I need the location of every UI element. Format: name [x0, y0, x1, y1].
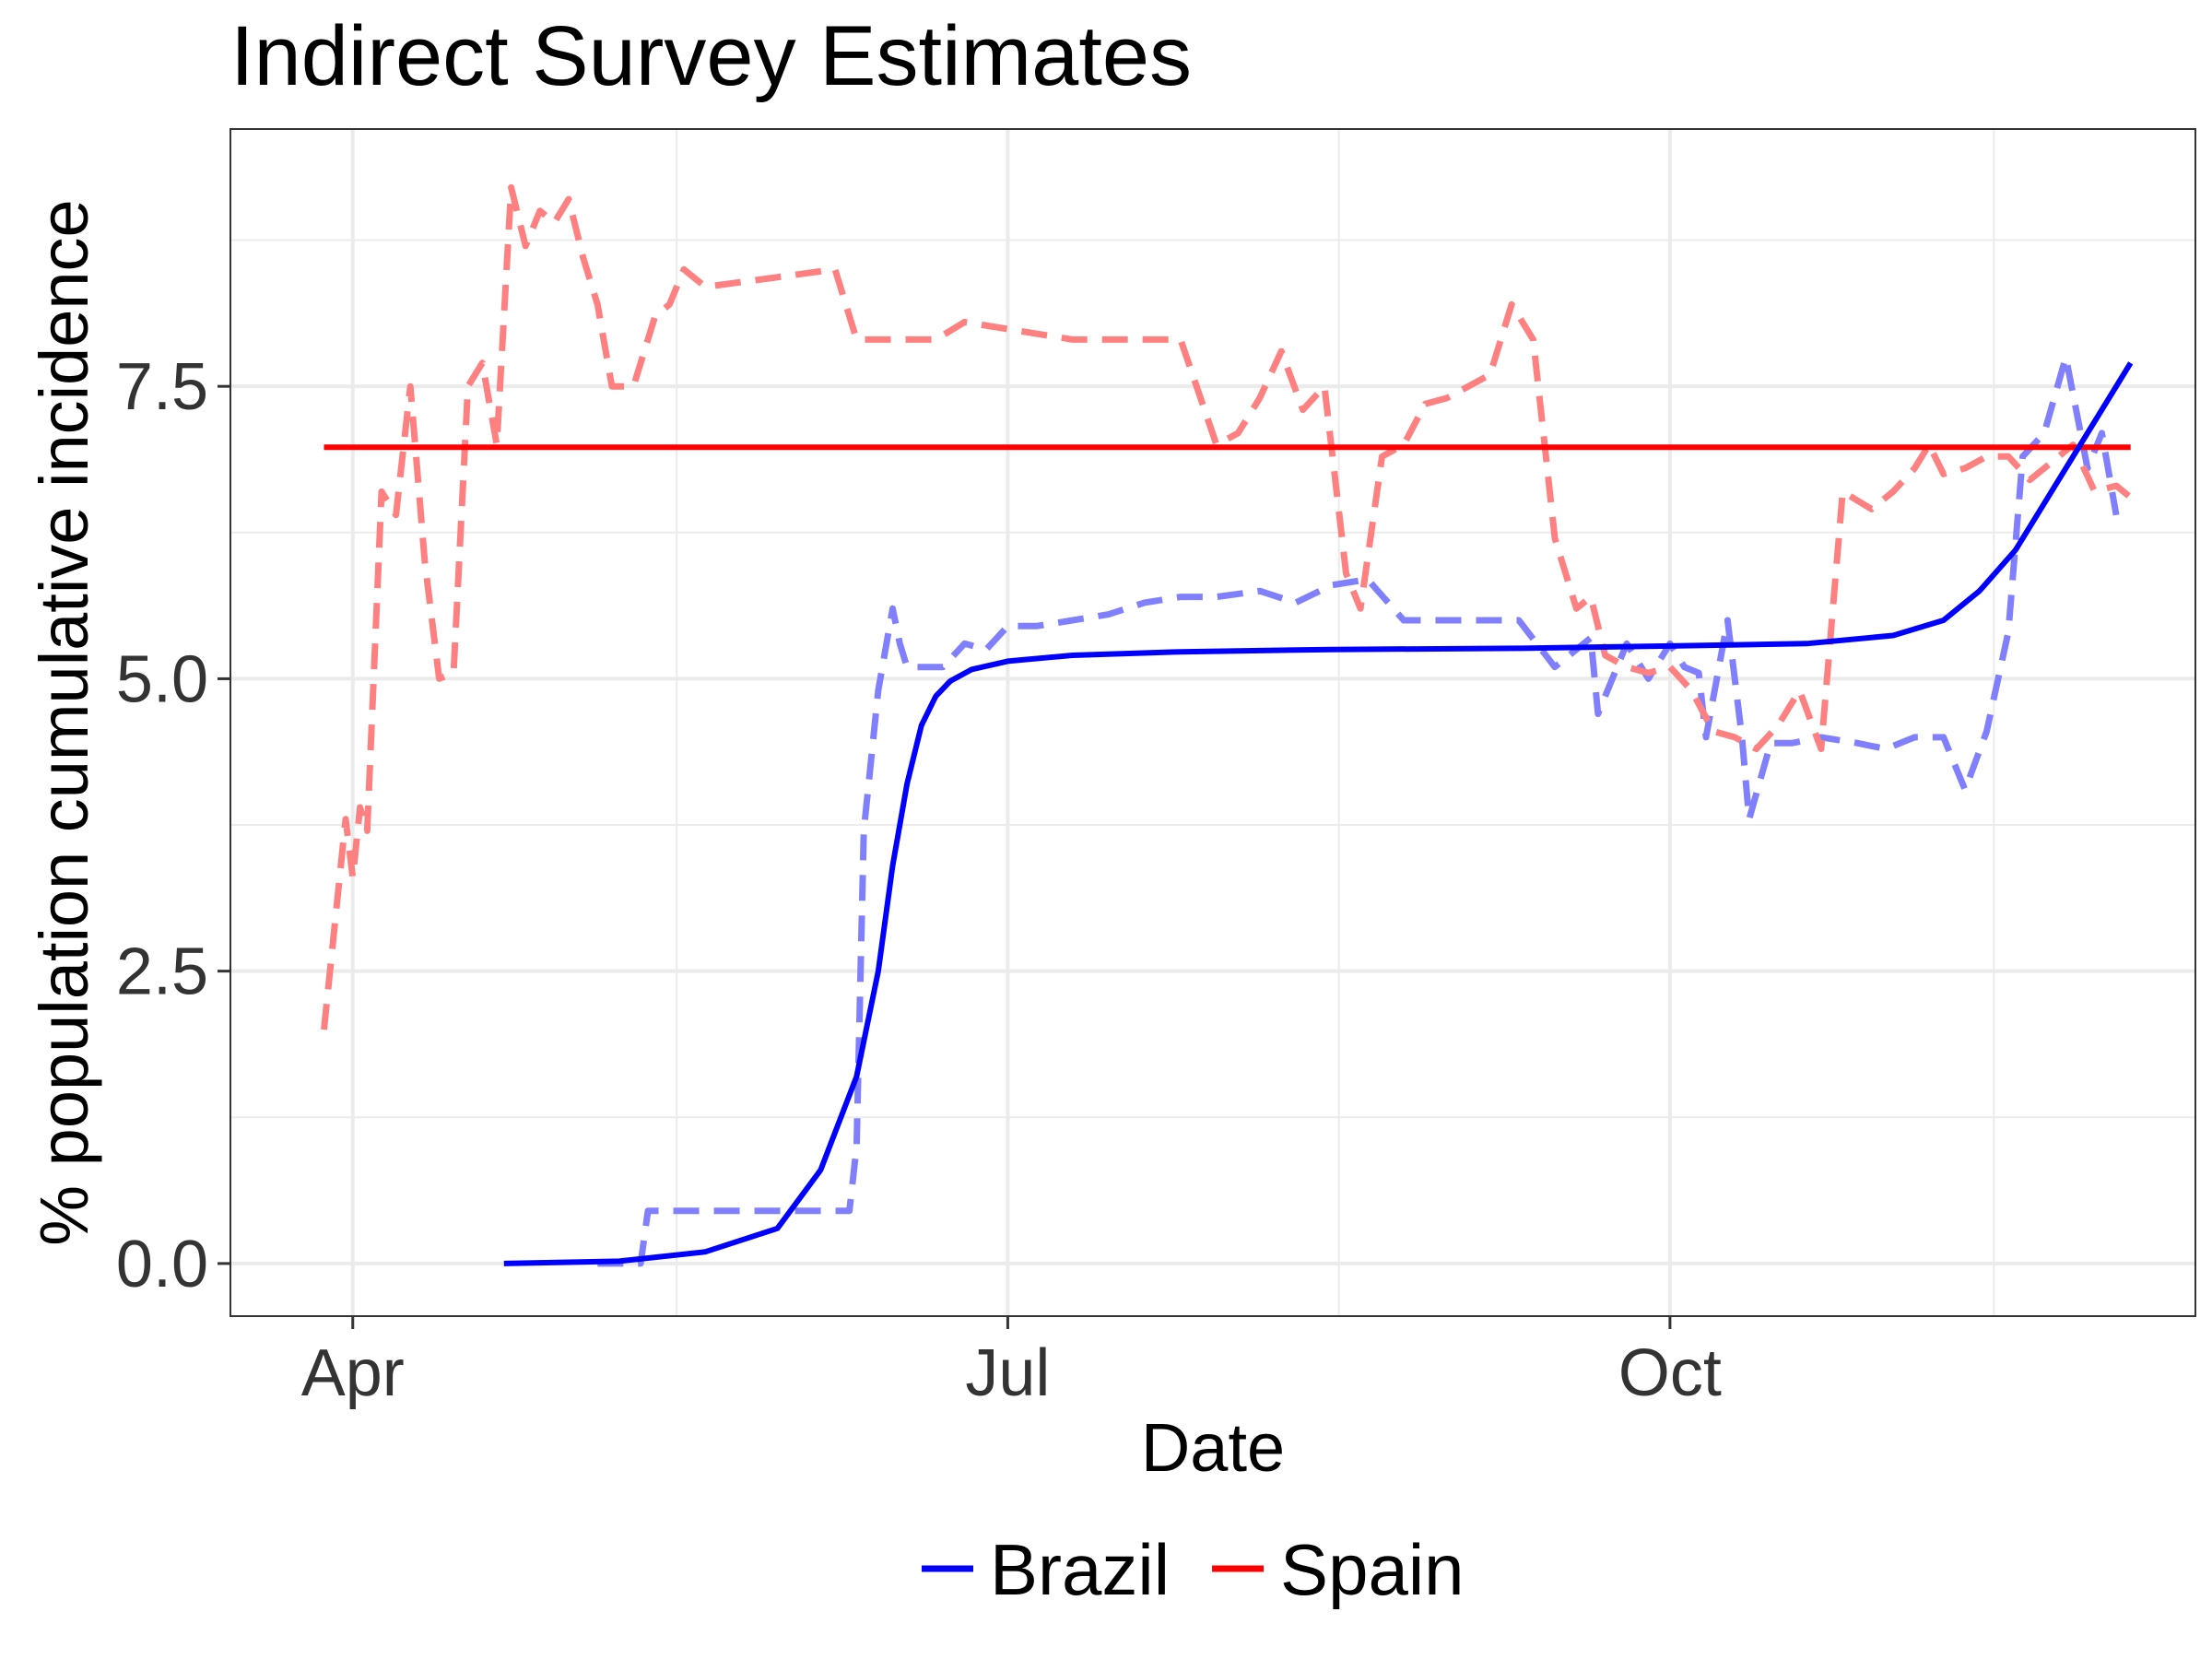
- x-axis-title: Date: [1141, 1409, 1285, 1486]
- y-tick-label: 5.0: [116, 642, 208, 716]
- major-gridlines: [230, 129, 2195, 1316]
- x-tick-label: Apr: [301, 1336, 405, 1410]
- series-layer: [321, 183, 2134, 1267]
- y-tick-label: 7.5: [116, 350, 208, 424]
- x-tick-label: Oct: [1618, 1336, 1722, 1410]
- x-axis: Apr Jul Oct: [301, 1316, 1722, 1410]
- y-axis-title: % population cumulative incidence: [26, 199, 102, 1245]
- chart-title: Indirect Survey Estimates: [230, 9, 1192, 103]
- y-tick-label: 0.0: [116, 1228, 208, 1301]
- x-tick-label: Jul: [965, 1336, 1050, 1410]
- series-line-brazil-solid: [503, 361, 2134, 1266]
- series-line-spain-dashed: [321, 183, 2133, 1030]
- y-axis: 0.0 2.5 5.0 7.5: [116, 350, 230, 1301]
- legend: Brazil Spain: [922, 1529, 1465, 1610]
- series-line-brazil-dashed: [597, 353, 2120, 1267]
- legend-label-brazil: Brazil: [990, 1529, 1170, 1610]
- plot-panel-border: [229, 128, 2196, 1317]
- legend-label-spain: Spain: [1280, 1529, 1465, 1610]
- y-tick-label: 2.5: [116, 935, 208, 1009]
- minor-gridlines: [230, 129, 2195, 1316]
